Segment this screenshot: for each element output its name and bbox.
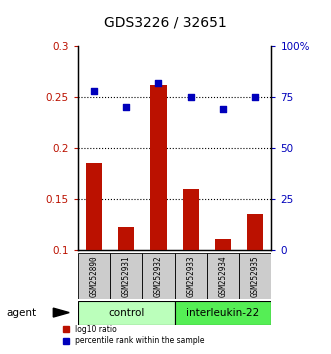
FancyBboxPatch shape — [174, 253, 207, 299]
Bar — [183, 189, 199, 250]
Text: interleukin-22: interleukin-22 — [186, 308, 260, 318]
Text: GSM252931: GSM252931 — [122, 255, 131, 297]
Point — [123, 104, 129, 110]
Bar — [215, 239, 231, 250]
FancyBboxPatch shape — [78, 301, 174, 325]
FancyBboxPatch shape — [239, 253, 271, 299]
Polygon shape — [53, 308, 69, 317]
Point — [156, 80, 161, 86]
Text: GSM252890: GSM252890 — [89, 255, 98, 297]
Text: agent: agent — [7, 308, 37, 318]
FancyBboxPatch shape — [110, 253, 142, 299]
Bar — [86, 163, 102, 250]
FancyBboxPatch shape — [142, 253, 174, 299]
Text: GSM252933: GSM252933 — [186, 255, 195, 297]
Text: GDS3226 / 32651: GDS3226 / 32651 — [104, 16, 227, 30]
Bar — [118, 227, 134, 250]
FancyBboxPatch shape — [78, 253, 110, 299]
Point — [91, 88, 97, 94]
Legend: log10 ratio, percentile rank within the sample: log10 ratio, percentile rank within the … — [60, 322, 208, 348]
Text: GSM252935: GSM252935 — [251, 255, 260, 297]
Text: GSM252932: GSM252932 — [154, 255, 163, 297]
FancyBboxPatch shape — [174, 301, 271, 325]
Point — [188, 94, 193, 100]
Text: control: control — [108, 308, 144, 318]
Bar — [150, 85, 166, 250]
Point — [220, 106, 226, 112]
Point — [253, 94, 258, 100]
Text: GSM252934: GSM252934 — [218, 255, 227, 297]
FancyBboxPatch shape — [207, 253, 239, 299]
Bar — [247, 214, 263, 250]
